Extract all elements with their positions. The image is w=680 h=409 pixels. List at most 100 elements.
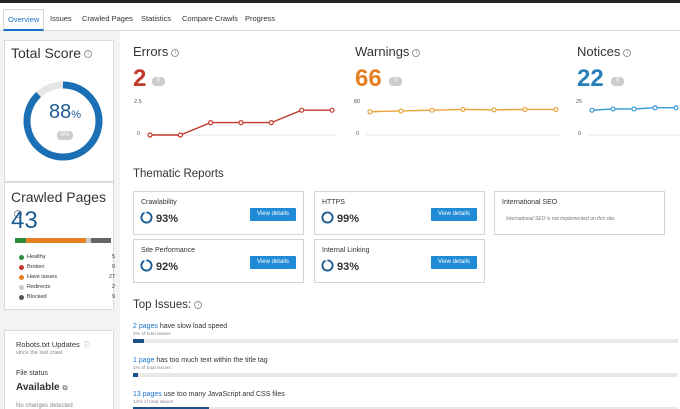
warnings-title: Warnings	[355, 44, 410, 59]
view-details-button[interactable]: View details	[431, 256, 477, 269]
pages-bar-segment	[90, 238, 111, 243]
chart-point[interactable]	[610, 106, 616, 112]
chart-point[interactable]	[208, 120, 214, 126]
chart-point[interactable]	[268, 120, 274, 126]
issue-item: 1 page has too much text within the titl…	[133, 357, 678, 377]
crawled-pages-value: 43	[11, 207, 38, 234]
crawled-pages-bar	[15, 238, 111, 243]
errors-value[interactable]: 2	[133, 65, 147, 92]
report-title: Internal Linking	[322, 247, 370, 254]
info-icon[interactable]: i	[84, 50, 93, 59]
warnings-chart	[366, 106, 560, 136]
chart-point[interactable]	[299, 107, 305, 113]
total-score-badge: 0%	[57, 131, 73, 140]
chart-point[interactable]	[673, 105, 679, 111]
chart-point[interactable]	[522, 106, 528, 113]
ring-fill	[321, 211, 334, 224]
crawled-pages-card: Crawled Pages i 43 Healthy 5 Broken 0 Have …	[4, 182, 115, 310]
thematic-title: Thematic Reports	[133, 168, 224, 180]
progress-ring-icon	[321, 259, 334, 272]
issue-link[interactable]: 13 pages	[133, 391, 162, 398]
tab-overview[interactable]: Overview	[3, 9, 45, 31]
chart-point[interactable]	[491, 107, 497, 113]
ring-fill	[321, 259, 334, 272]
notices-value[interactable]: 22	[577, 65, 604, 92]
pages-bar-segment	[15, 238, 27, 243]
robots-title: Robots.txt Updates	[16, 340, 80, 349]
progress-ring-icon	[140, 211, 153, 224]
report-note: International SEO is not implemented on …	[506, 216, 616, 222]
chart-point[interactable]	[398, 108, 404, 114]
chart-point[interactable]	[429, 107, 435, 113]
total-score-value-wrap: 88%	[5, 101, 125, 124]
crawled-pages-title: Crawled Pages	[11, 189, 106, 205]
chart-point[interactable]	[553, 106, 559, 113]
tab-crawled-pages[interactable]: Crawled Pages	[82, 14, 133, 23]
chart-point[interactable]	[589, 107, 595, 113]
chart-point[interactable]	[147, 132, 153, 138]
issue-item: 2 pages have slow load speed 2% of total…	[133, 323, 678, 343]
chart-point[interactable]	[652, 105, 658, 111]
issue-bar-fill	[133, 407, 210, 409]
external-link-icon[interactable]: ⧉	[62, 385, 68, 392]
notices-badge: 0	[611, 77, 624, 86]
legend-have-issues[interactable]: Have issues 27	[19, 274, 115, 282]
chart-point[interactable]	[177, 132, 183, 138]
info-icon[interactable]: ⓘ	[83, 343, 90, 349]
issue-share: 1% of total issues	[133, 366, 171, 371]
tab-compare-crawls[interactable]: Compare Crawls	[182, 14, 238, 23]
report-title: Site Performance	[141, 247, 196, 254]
legend-healthy[interactable]: Healthy 5	[19, 254, 115, 262]
total-score-card: Total Score i 88% 0%	[4, 40, 114, 182]
legend-dot	[19, 255, 24, 260]
view-details-button[interactable]: View details	[431, 208, 477, 221]
total-score-unit: %	[71, 109, 82, 121]
report-site-performance: Site Performance 92% View details	[133, 239, 304, 283]
chart-point[interactable]	[631, 106, 637, 112]
issue-bar-fill	[133, 373, 139, 377]
errors-chart	[146, 107, 336, 138]
report-value: 99%	[337, 213, 360, 225]
errors-ytick-top: 2.5	[134, 99, 142, 105]
tab-issues[interactable]: Issues	[50, 14, 72, 23]
legend-dot	[19, 295, 24, 300]
total-score-value: 88	[48, 101, 72, 123]
info-icon[interactable]: i	[14, 210, 22, 219]
report-title: Crawlability	[141, 199, 177, 206]
legend-redirects[interactable]: Redirects 2	[19, 284, 115, 292]
view-details-button[interactable]: View details	[250, 256, 296, 269]
report-internal-linking: Internal Linking 93% View details	[314, 239, 485, 283]
report-value: 93%	[156, 213, 179, 225]
report-value: 93%	[337, 261, 360, 273]
warnings-ytick-top: 80	[354, 99, 361, 105]
info-icon[interactable]: i	[194, 300, 203, 309]
info-icon[interactable]: i	[623, 48, 632, 57]
ring-fill	[140, 259, 153, 272]
issue-bar	[133, 373, 678, 377]
issue-link[interactable]: 1 page	[133, 357, 155, 364]
chart-point[interactable]	[460, 106, 466, 113]
file-status-value[interactable]: Available	[16, 382, 60, 393]
legend-broken[interactable]: Broken 0	[19, 264, 115, 272]
errors-title: Errors	[133, 44, 169, 59]
legend-blocked[interactable]: Blocked 9	[19, 294, 115, 302]
robots-subtitle: since the last crawl	[16, 350, 63, 356]
issue-share: 2% of total issues	[133, 332, 171, 337]
chart-point[interactable]	[238, 120, 244, 126]
issue-item: 13 pages use too many JavaScript and CSS…	[133, 391, 678, 409]
view-details-button[interactable]: View details	[250, 208, 296, 221]
info-icon[interactable]: i	[171, 48, 180, 57]
report-crawlability: Crawlability 93% View details	[133, 191, 304, 235]
tab-progress[interactable]: Progress	[245, 14, 276, 23]
issue-bar-fill	[133, 339, 144, 343]
issue-link[interactable]: 2 pages	[133, 323, 158, 330]
total-score-title: Total Score	[11, 45, 82, 61]
top-bar	[0, 0, 680, 3]
report-title: International SEO	[502, 199, 558, 206]
chart-point[interactable]	[367, 109, 373, 115]
robots-card: Robots.txt Updates ⓘ since the last crawl…	[4, 330, 114, 409]
chart-point[interactable]	[329, 107, 335, 113]
tab-statistics[interactable]: Statistics	[141, 14, 172, 23]
info-icon[interactable]: i	[412, 48, 421, 57]
warnings-value[interactable]: 66	[355, 65, 382, 92]
